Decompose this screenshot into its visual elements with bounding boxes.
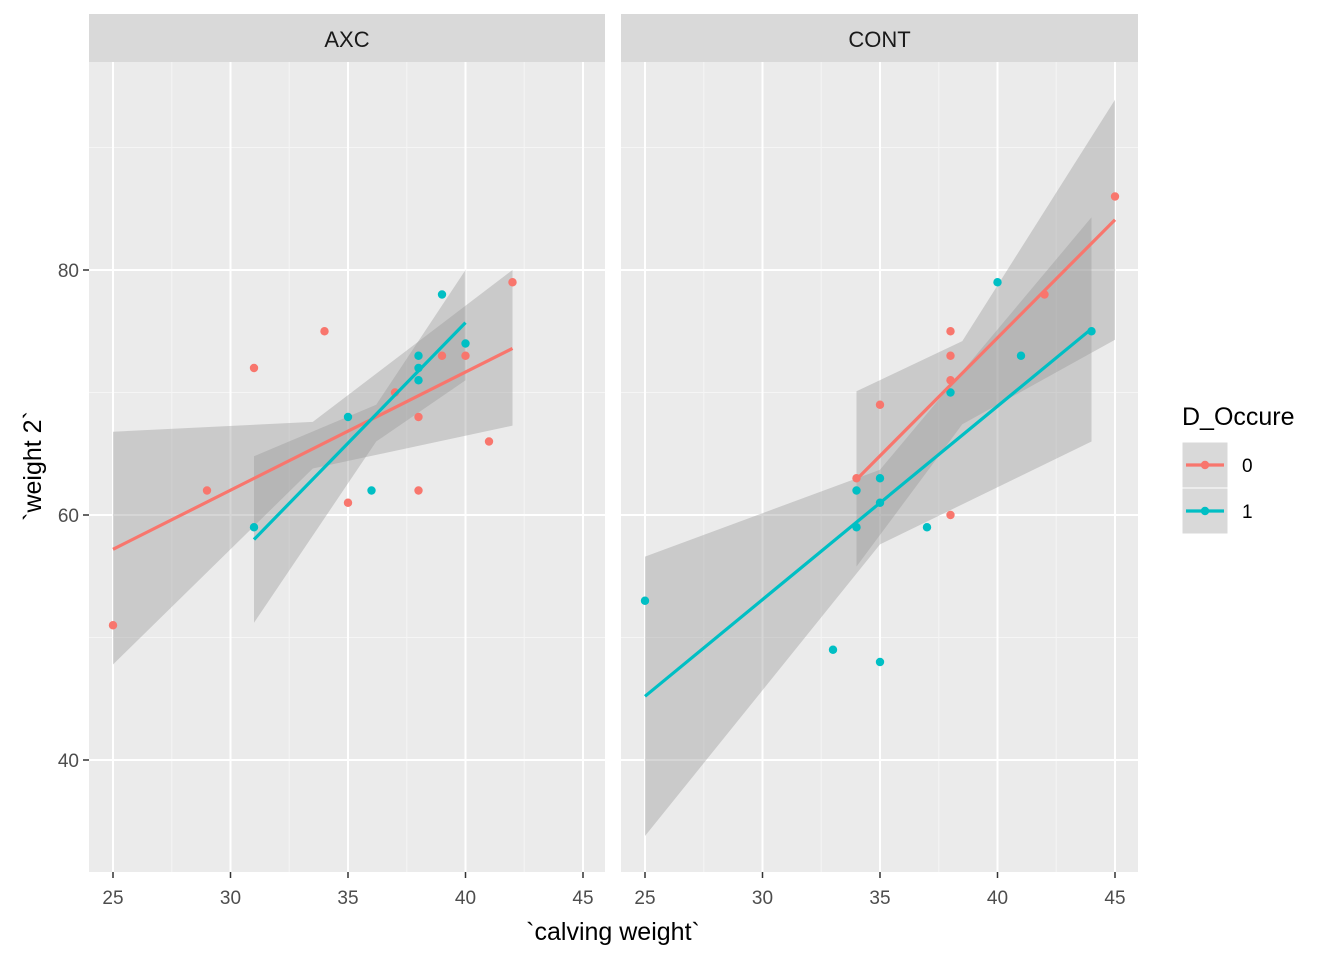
- facet-strip: [621, 14, 1138, 62]
- x-tick-label: 25: [102, 888, 123, 909]
- data-point-0: [108, 621, 118, 630]
- confidence-band-1: [645, 217, 1092, 837]
- facet-strip-label: CONT: [848, 27, 910, 52]
- x-tick-label: 30: [752, 888, 773, 909]
- data-point-1: [875, 657, 885, 667]
- data-point-0: [461, 351, 470, 360]
- data-point-0: [484, 437, 494, 446]
- data-point-1: [414, 351, 423, 360]
- fit-line-1: [643, 327, 1093, 698]
- data-point-1: [875, 474, 885, 483]
- x-tick-label: 45: [572, 888, 593, 909]
- x-tick-label: 35: [337, 888, 358, 909]
- legend-entry-label: 1: [1242, 502, 1253, 523]
- legend-title: D_Occure: [1182, 403, 1295, 431]
- data-point-0: [875, 400, 885, 409]
- data-point-0: [946, 327, 955, 336]
- y-tick-label: 80: [58, 261, 79, 282]
- y-tick-label: 60: [58, 506, 79, 527]
- data-point-0: [437, 351, 447, 360]
- x-tick-label: 35: [869, 888, 890, 909]
- data-point-0: [249, 363, 259, 373]
- facet-panel-cont: CONT 25 30 35 40 45: [621, 14, 1138, 909]
- data-point-0: [946, 351, 955, 360]
- data-point-1: [1016, 351, 1026, 360]
- legend-keys: 01: [1181, 441, 1253, 535]
- x-tick-label: 25: [634, 888, 655, 909]
- data-point-1: [946, 388, 955, 397]
- data-point-1: [640, 596, 650, 605]
- data-point-1: [414, 376, 423, 385]
- data-point-1: [437, 290, 447, 299]
- data-point-1: [343, 412, 353, 422]
- legend: D_Occure 01: [1181, 403, 1295, 535]
- data-point-0: [343, 498, 353, 507]
- confidence-band-0: [856, 99, 1115, 567]
- data-point-0: [320, 327, 329, 336]
- x-tick-label: 45: [1104, 888, 1125, 909]
- data-point-1: [922, 523, 932, 532]
- legend-key-point-1: [1200, 506, 1210, 516]
- data-point-0: [946, 510, 955, 520]
- facet-panel-axc: AXC 25 30 35 40 45: [89, 14, 605, 909]
- fit-line-0: [855, 218, 1117, 481]
- confidence-band-0: [113, 270, 513, 665]
- facet-panels: AXC 25 30 35 40 45 CONT 25 30 35 40 45 40 60 80: [58, 14, 1138, 909]
- x-axis-title: `calving weight`: [526, 918, 700, 946]
- facet-strip: [89, 14, 605, 62]
- data-point-1: [249, 523, 259, 532]
- fit-line-1: [252, 321, 467, 541]
- data-point-1: [828, 645, 838, 654]
- data-point-0: [414, 412, 423, 422]
- y-tick-label: 40: [58, 751, 79, 772]
- facet-strip-label: AXC: [324, 27, 369, 52]
- data-point-1: [852, 486, 861, 495]
- data-point-0: [508, 278, 517, 287]
- fit-line-0: [112, 346, 514, 551]
- legend-entry-label: 0: [1242, 456, 1253, 477]
- x-tick-label: 40: [987, 888, 1008, 909]
- y-axis-title: `weight 2`: [19, 411, 47, 521]
- confidence-band-1: [254, 270, 466, 623]
- x-tick-label: 40: [455, 888, 476, 909]
- data-point-1: [461, 339, 470, 348]
- data-point-1: [367, 486, 376, 495]
- data-point-0: [414, 486, 423, 495]
- x-tick-label: 30: [220, 888, 241, 909]
- data-point-0: [1110, 192, 1120, 201]
- data-point-1: [993, 278, 1002, 287]
- legend-key-point-0: [1200, 460, 1210, 470]
- data-point-0: [202, 486, 212, 495]
